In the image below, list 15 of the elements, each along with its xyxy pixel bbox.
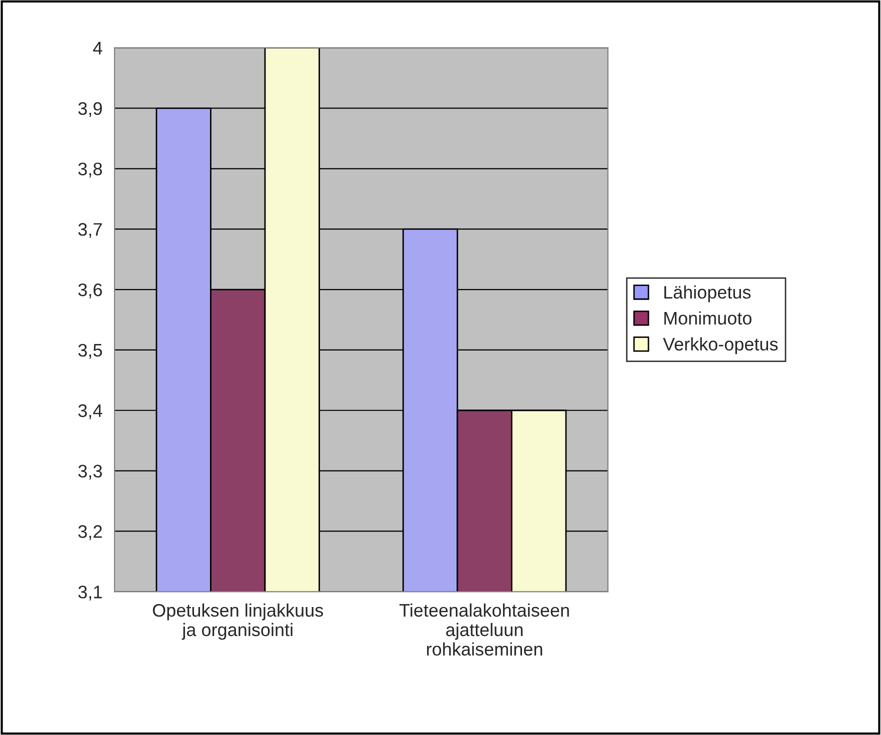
y-tick-label: 3,6 — [78, 283, 102, 298]
y-tick-label: 3,1 — [78, 586, 102, 601]
y-tick-label: 3,5 — [78, 344, 102, 359]
y-tick-label: 3,7 — [78, 223, 102, 238]
y-tick-label: 3,2 — [78, 525, 102, 540]
y-tick-label: 3,4 — [78, 404, 102, 420]
legend-label: Lähiopetus — [664, 285, 751, 302]
y-tick-label: 3,9 — [78, 102, 102, 118]
legend-label: Verkko-opetus — [662, 337, 778, 354]
y-tick-label: 4 — [93, 42, 102, 54]
y-tick-label: 3,8 — [78, 162, 102, 178]
legend-label: Monimuoto — [664, 311, 752, 325]
y-tick-label: 3,3 — [78, 464, 102, 480]
x-tick-label: Tieteenalakohtaiseen ajatteluun rohkaiseminen — [399, 603, 569, 656]
x-tick-label: Opetuksen linjakkuus ja organisointi — [152, 603, 324, 640]
